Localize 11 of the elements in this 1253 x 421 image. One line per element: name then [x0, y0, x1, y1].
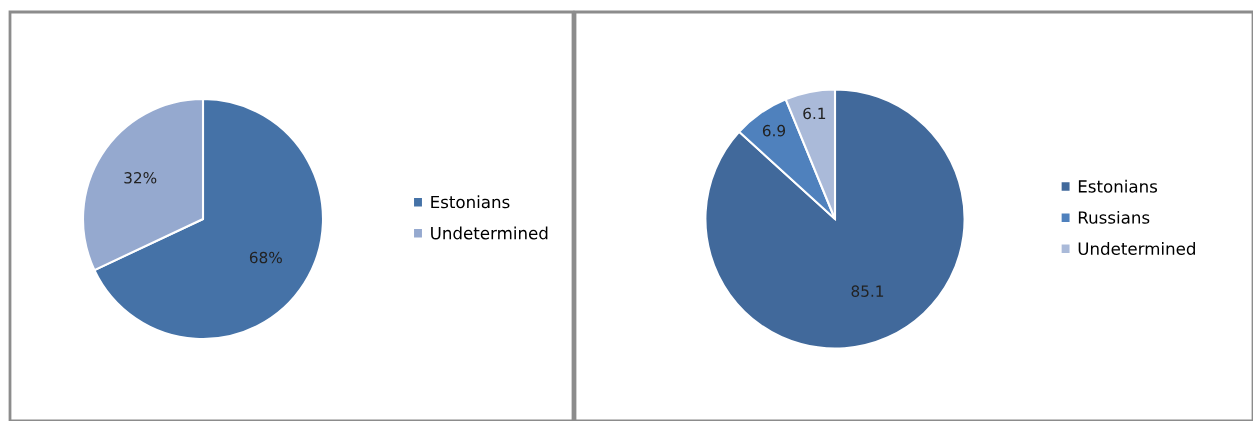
legend-label: Undetermined: [1078, 242, 1195, 255]
pie-slice: [704, 88, 966, 350]
legend-label: Estonians: [1078, 179, 1158, 193]
data-label: 32%: [124, 172, 157, 184]
legend-label: Russians: [1078, 210, 1150, 224]
data-label: 68%: [249, 251, 282, 264]
data-label: 6.9: [762, 124, 786, 137]
legend-label: Estonians: [431, 195, 510, 209]
legend-label: Undetermined: [431, 226, 548, 240]
data-label: 85.1: [851, 285, 884, 297]
data-label: 6.1: [803, 107, 826, 120]
